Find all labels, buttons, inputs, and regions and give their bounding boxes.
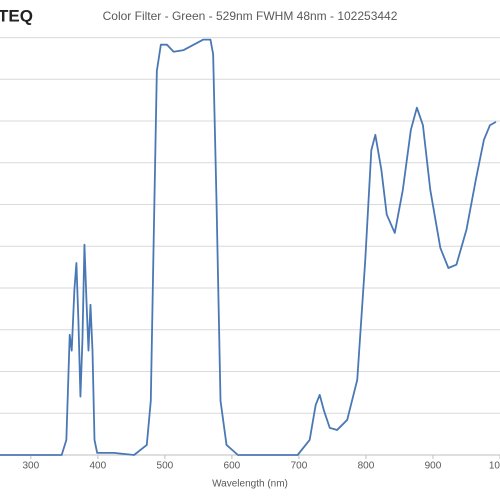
x-tick-label: 500 xyxy=(157,461,174,472)
x-tick-label: 1000 xyxy=(489,461,500,472)
x-tick-label: 800 xyxy=(358,461,375,472)
chart-title: Color Filter - Green - 529nm FWHM 48nm -… xyxy=(103,9,398,23)
x-tick-label: 700 xyxy=(291,461,308,472)
data-line xyxy=(0,38,497,456)
x-tick-label: 400 xyxy=(90,461,107,472)
x-axis-label: Wavelength (nm) xyxy=(212,479,288,490)
x-tick-label: 300 xyxy=(22,461,39,472)
logo: TEQ xyxy=(0,6,33,25)
x-tick-label: 600 xyxy=(224,461,241,472)
x-tick-label: 900 xyxy=(425,461,442,472)
